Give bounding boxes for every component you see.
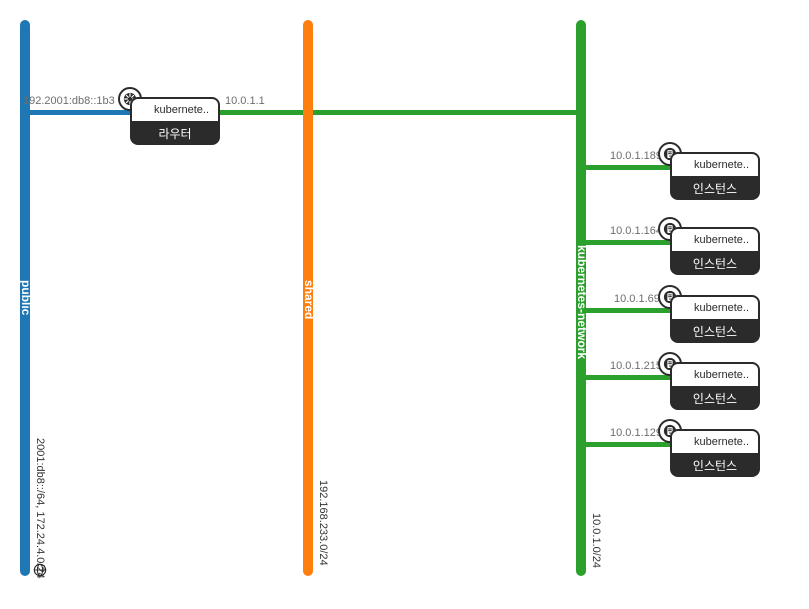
conn-k8s-instance-2: [586, 308, 670, 313]
conn-k8s-instance-0: [586, 165, 670, 170]
ip-router-left: 192.2001:db8::1b3: [23, 95, 115, 107]
instance-node-4[interactable]: kubernete.. 인스턴스: [670, 429, 760, 477]
instance-name: kubernete..: [670, 227, 760, 253]
ip-instance-2: 10.0.1.69: [614, 293, 660, 305]
network-cidr-public: 2001:db8::/64, 172.24.4.0/24: [34, 438, 46, 579]
network-cidr-shared: 192.168.233.0/24: [317, 480, 329, 566]
router-name: kubernete..: [130, 97, 220, 123]
instance-type-label: 인스턴스: [670, 253, 760, 275]
instance-type-label: 인스턴스: [670, 178, 760, 200]
network-label-k8s: kubernetes-network: [575, 245, 589, 359]
instance-node-0[interactable]: kubernete.. 인스턴스: [670, 152, 760, 200]
instance-name: kubernete..: [670, 362, 760, 388]
instance-node-1[interactable]: kubernete.. 인스턴스: [670, 227, 760, 275]
ip-instance-3: 10.0.1.215: [610, 360, 662, 372]
instance-node-3[interactable]: kubernete.. 인스턴스: [670, 362, 760, 410]
conn-router-k8s: [218, 110, 576, 115]
router-node[interactable]: kubernete.. 라우터: [130, 97, 220, 145]
instance-type-label: 인스턴스: [670, 388, 760, 410]
network-bar-shared-overlay: [303, 106, 313, 119]
instance-type-label: 인스턴스: [670, 321, 760, 343]
instance-node-2[interactable]: kubernete.. 인스턴스: [670, 295, 760, 343]
instance-name: kubernete..: [670, 152, 760, 178]
globe-icon: [33, 563, 47, 577]
instance-name: kubernete..: [670, 429, 760, 455]
instance-name: kubernete..: [670, 295, 760, 321]
instance-type-label: 인스턴스: [670, 455, 760, 477]
ip-router-right: 10.0.1.1: [225, 95, 265, 107]
conn-public-router: [30, 110, 130, 115]
conn-k8s-instance-1: [586, 240, 670, 245]
ip-instance-0: 10.0.1.189: [610, 150, 662, 162]
network-cidr-k8s: 10.0.1.0/24: [590, 513, 602, 568]
network-label-public: public: [19, 280, 33, 315]
conn-k8s-instance-3: [586, 375, 670, 380]
ip-instance-1: 10.0.1.164: [610, 225, 662, 237]
network-label-shared: shared: [302, 280, 316, 319]
router-type-label: 라우터: [130, 123, 220, 145]
conn-k8s-instance-4: [586, 442, 670, 447]
ip-instance-4: 10.0.1.129: [610, 427, 662, 439]
